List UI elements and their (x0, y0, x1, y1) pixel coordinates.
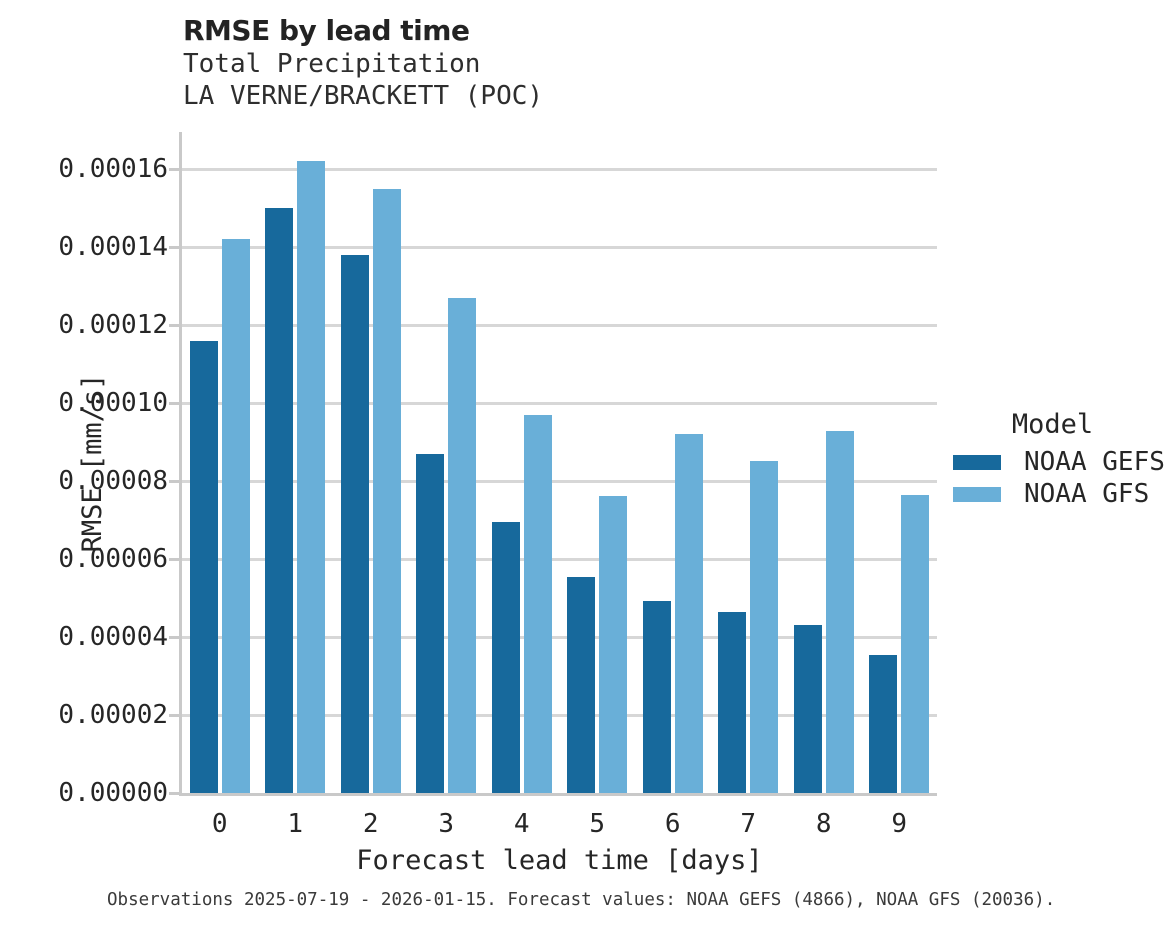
x-tick-label: 4 (513, 809, 530, 839)
legend-swatch-noaa-gfs (953, 486, 1001, 502)
y-tick-label: 0.00006 (58, 544, 168, 574)
x-tick-label: 1 (287, 809, 304, 839)
bar-noaa-gefs-day-9 (869, 655, 898, 793)
y-tick-mark (169, 167, 179, 171)
bar-noaa-gefs-day-7 (718, 612, 747, 793)
legend-item-noaa-gfs: NOAA GFS (945, 478, 1173, 510)
y-tick-mark (169, 557, 179, 561)
x-tick-label: 5 (589, 809, 606, 839)
bar-noaa-gefs-day-0 (189, 341, 218, 793)
legend: Model NOAA GEFS NOAA GFS (945, 409, 1173, 510)
x-tick-label: 7 (740, 809, 757, 839)
bar-noaa-gfs-day-2 (372, 189, 401, 793)
x-tick-label: 8 (815, 809, 832, 839)
y-tick-label: 0.00000 (58, 778, 168, 808)
bar-noaa-gfs-day-9 (901, 495, 930, 793)
bar-noaa-gefs-day-5 (567, 577, 596, 793)
y-tick-label: 0.00014 (58, 232, 168, 262)
x-tick-label: 3 (438, 809, 455, 839)
x-tick-label: 2 (362, 809, 379, 839)
y-tick-label: 0.00016 (58, 154, 168, 184)
y-tick-mark (169, 713, 179, 717)
y-tick-label: 0.00008 (58, 466, 168, 496)
y-tick-mark (169, 323, 179, 327)
y-tick-label: 0.00004 (58, 622, 168, 652)
bar-noaa-gfs-day-7 (750, 461, 779, 793)
bar-noaa-gfs-day-0 (221, 239, 250, 793)
y-gridline (182, 323, 937, 327)
y-tick-mark (169, 791, 179, 795)
y-tick-mark (169, 245, 179, 249)
legend-title: Model (1011, 409, 1094, 440)
y-tick-label: 0.00002 (58, 700, 168, 730)
legend-item-label: NOAA GEFS (1024, 447, 1165, 477)
bar-noaa-gefs-day-8 (793, 625, 822, 793)
bar-noaa-gefs-day-2 (340, 255, 369, 793)
y-gridline (182, 167, 937, 171)
x-tick-label: 6 (664, 809, 681, 839)
legend-item-label: NOAA GFS (1024, 479, 1150, 509)
bar-noaa-gefs-day-4 (491, 522, 520, 793)
y-tick-mark (169, 635, 179, 639)
x-tick-label: 9 (891, 809, 908, 839)
bar-noaa-gfs-day-4 (523, 415, 552, 793)
bar-noaa-gfs-day-8 (825, 431, 854, 793)
bar-noaa-gfs-day-6 (674, 434, 703, 793)
x-tick-label: 0 (211, 809, 228, 839)
plot-area (179, 132, 937, 796)
y-tick-mark (169, 479, 179, 483)
chart-subtitle-station: LA VERNE/BRACKETT (POC) (183, 81, 544, 111)
y-gridline (182, 635, 937, 639)
bar-noaa-gfs-day-1 (297, 161, 326, 793)
legend-items: NOAA GEFS NOAA GFS (945, 446, 1173, 510)
y-gridline (182, 245, 937, 249)
y-tick-label: 0.00010 (58, 388, 168, 418)
legend-swatch-noaa-gefs (953, 454, 1001, 470)
bar-noaa-gefs-day-3 (416, 454, 445, 793)
chart-subtitle-variable: Total Precipitation (183, 49, 481, 79)
y-gridline (182, 401, 937, 405)
y-gridline (182, 557, 937, 561)
y-gridline (182, 713, 937, 717)
y-gridline (182, 479, 937, 483)
footnote: Observations 2025-07-19 - 2026-01-15. Fo… (107, 890, 1056, 910)
y-tick-mark (169, 401, 179, 405)
bar-noaa-gfs-day-3 (448, 298, 477, 793)
bar-noaa-gefs-day-6 (642, 601, 671, 793)
x-axis-label: Forecast lead time [days] (356, 845, 763, 876)
bar-noaa-gefs-day-1 (265, 208, 294, 793)
legend-item-noaa-gefs: NOAA GEFS (945, 446, 1173, 478)
chart-title: RMSE by lead time (183, 14, 470, 47)
bar-noaa-gfs-day-5 (599, 496, 628, 793)
y-tick-label: 0.00012 (58, 310, 168, 340)
